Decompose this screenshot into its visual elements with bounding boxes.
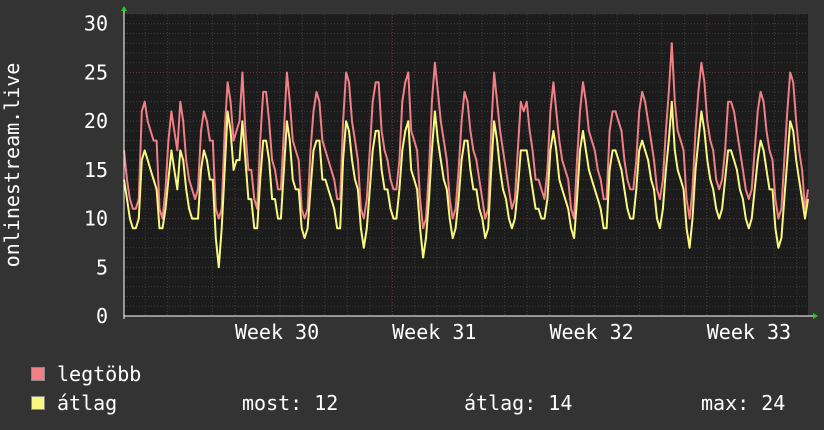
x-tick-label: Week 30: [235, 320, 319, 344]
y-tick-label: 20: [84, 109, 108, 133]
stat-atlag: átlag: 14: [464, 391, 573, 415]
x-tick-label: Week 32: [549, 320, 633, 344]
legend-swatch-legtobb: [31, 367, 45, 381]
y-tick-label: 30: [84, 12, 108, 36]
x-tick-label: Week 33: [707, 320, 791, 344]
y-axis-label: onlinestream.live: [0, 63, 24, 268]
y-tick-label: 0: [96, 304, 108, 328]
stat-most: most: 12: [242, 391, 339, 415]
x-axis-arrow-icon: [813, 313, 818, 319]
y-tick-label: 10: [84, 207, 108, 231]
stat-max: max: 24: [701, 391, 786, 415]
legend-swatch-atlag: [31, 396, 45, 410]
x-tick-label: Week 31: [392, 320, 476, 344]
y-tick-label: 5: [96, 255, 108, 279]
legend-label-legtobb: legtöbb: [57, 362, 142, 386]
series-line-legtobb: [123, 42, 809, 230]
legend-item-atlag: átlag: [31, 391, 117, 415]
y-tick-label: 25: [84, 60, 108, 84]
chart: onlinestream.live 0 5 10 15 20 25 30 Week 30 Wee…: [0, 6, 818, 344]
plot-area: [124, 14, 808, 316]
y-axis-arrow-icon: [121, 6, 127, 11]
legend-item-legtobb: legtöbb: [31, 362, 141, 386]
y-tick-label: 15: [84, 158, 108, 182]
legend-label-atlag: átlag: [57, 391, 118, 415]
series-line-atlag: [123, 100, 809, 269]
